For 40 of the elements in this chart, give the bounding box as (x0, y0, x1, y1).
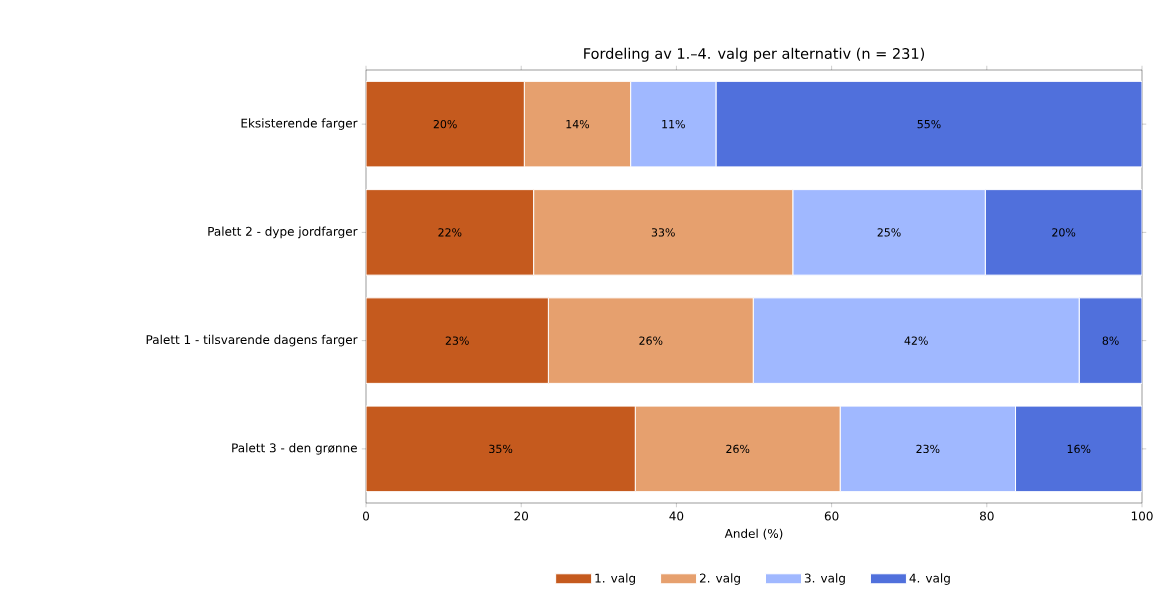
bar (1015, 405, 1143, 493)
data-label: 11% (662, 119, 685, 129)
data-label: 33% (651, 228, 675, 237)
x-tick-label: 100 (1131, 511, 1153, 521)
data-label: 23% (916, 444, 940, 454)
data-label: 20% (433, 119, 457, 129)
data-label: 26% (639, 336, 663, 345)
y-tick-label: Palett 3 - den grønne (232, 443, 357, 455)
x-tick-label: 60 (824, 511, 839, 521)
legend-label: 1. valg (595, 573, 635, 585)
bar (366, 189, 535, 276)
legend-label: 3. valg (804, 573, 845, 585)
bar (366, 297, 549, 384)
x-axis-title: Andel (%) (724, 528, 783, 540)
bar (715, 80, 1143, 168)
y-tick-label: Palett 2 - dype jordfarger (208, 226, 358, 239)
y-tick-label: Palett 1 - tilsvarende dagens farger (146, 334, 358, 347)
legend-label: 2. valg (699, 573, 740, 585)
data-label: 26% (726, 444, 750, 454)
data-label: 22% (438, 228, 462, 237)
bar (366, 405, 636, 493)
x-tick-label: 20 (514, 511, 529, 521)
data-label: 20% (1052, 228, 1076, 237)
y-tick-label: Eksisterende farger (241, 118, 358, 130)
chart-title: Fordeling av 1.–4. valg per alternativ (n = 231) (584, 47, 925, 62)
data-label: 25% (877, 228, 901, 237)
x-tick-label: 80 (979, 511, 994, 521)
bar (366, 80, 525, 168)
data-label: 23% (445, 336, 469, 345)
data-label: 42% (904, 336, 928, 345)
x-tick-label: 40 (669, 511, 684, 521)
legend-label: 4. valg (909, 573, 950, 585)
bar (984, 189, 1143, 276)
data-label: 16% (1067, 444, 1091, 454)
bar (1078, 297, 1143, 384)
x-tick-label: 0 (362, 511, 370, 521)
data-label: 35% (489, 444, 513, 454)
data-label: 8% (1102, 336, 1119, 345)
data-label: 55% (917, 119, 941, 129)
data-label: 14% (566, 119, 590, 129)
